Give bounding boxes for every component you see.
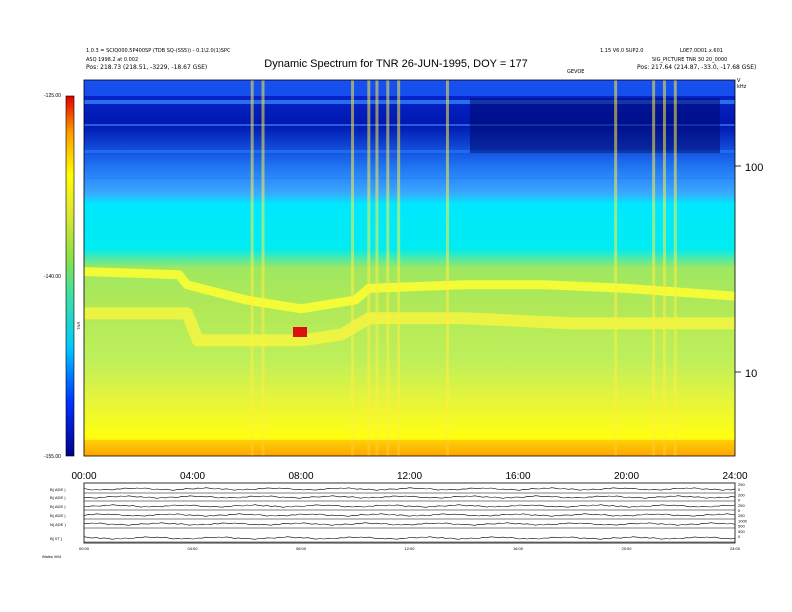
x-tick-label-0: 00:00 bbox=[71, 471, 96, 482]
header-left-line2: ASQ 1998.2 at 0.002 bbox=[86, 57, 139, 63]
header-center-small: GEVOE bbox=[567, 69, 585, 75]
right-tick-label-10: 10 bbox=[745, 368, 757, 380]
emission-bands bbox=[83, 267, 736, 347]
right-tick-label-100: 100 bbox=[745, 162, 763, 174]
colorbar-label: TNR bbox=[76, 322, 81, 330]
panel-right-label-5: 0 bbox=[738, 508, 741, 513]
panel-left-label-2: B( ADE ) bbox=[50, 504, 66, 509]
horizontal-stripe-3 bbox=[84, 150, 735, 153]
header-right-line3: SIG_PICTURE TNR 30 20_0000 bbox=[652, 57, 728, 63]
line-panels: B( ADE ) B( ADE ) B( ADE ) B( ADE ) N( ADE )… bbox=[50, 482, 748, 551]
burst-6 bbox=[397, 80, 401, 456]
colorbar-tick-mid: -140.00 bbox=[44, 274, 61, 280]
bottom-axis-label-6: 24:00 bbox=[730, 546, 741, 551]
header-corner-small: V kHz bbox=[737, 78, 747, 90]
x-tick-label-3: 12:00 bbox=[397, 471, 422, 482]
panel-right-label-1: 0 bbox=[738, 487, 741, 492]
panel-trace-5 bbox=[83, 536, 736, 540]
burst-11 bbox=[673, 80, 677, 456]
panel-right-label-0: 250 bbox=[738, 482, 745, 487]
burst-4 bbox=[375, 80, 379, 456]
bottom-axis-label-2: 08:00 bbox=[296, 546, 307, 551]
x-axis-labels: 00:00 04:00 08:00 12:00 16:00 20:00 24:00 bbox=[71, 471, 747, 482]
burst-7 bbox=[445, 80, 449, 456]
header-right-line2: L0E7.0D01.x.601 bbox=[680, 48, 723, 54]
bottom-axis-label-1: 04:00 bbox=[187, 546, 198, 551]
burst-2 bbox=[351, 80, 355, 456]
bottom-axis-label-0: 00:00 bbox=[79, 546, 90, 551]
panel-left-label-4: N( ADE ) bbox=[50, 522, 66, 527]
panel-left-label-0: B( ADE ) bbox=[50, 487, 66, 492]
panel-trace-2 bbox=[83, 504, 736, 508]
burst-8 bbox=[614, 80, 618, 456]
colorbar bbox=[65, 95, 75, 457]
top-band bbox=[84, 80, 735, 96]
horizontal-stripe-1 bbox=[84, 100, 735, 104]
burst-0 bbox=[250, 80, 254, 456]
panel-right-label-7: 1000 bbox=[738, 518, 748, 523]
dark-region bbox=[470, 98, 720, 153]
panel-right-label-2: 200 bbox=[738, 492, 745, 497]
x-tick-label-4: 16:00 bbox=[505, 471, 530, 482]
burst-5 bbox=[386, 80, 390, 456]
bottom-axis-label-4: 16:00 bbox=[513, 546, 524, 551]
bottom-axis-label-5: 20:00 bbox=[621, 546, 632, 551]
footer-label: Wales W/4 bbox=[42, 554, 62, 559]
panel-right-label-8: 500 bbox=[738, 524, 745, 529]
burst-1 bbox=[261, 80, 265, 456]
spectrogram-frame bbox=[83, 79, 736, 457]
panel-right-label-4: 250 bbox=[738, 503, 745, 508]
red-spot bbox=[293, 327, 307, 337]
panel-trace-1 bbox=[83, 495, 736, 499]
line-panels-frame bbox=[83, 482, 736, 544]
header-left-line1: 1.0.3 = SCIQ000.5P400SP (TDB SQ-(SS5)) -… bbox=[86, 48, 231, 54]
header-left-line3: Pos: 218.73 (218.51, -3229, -18.67 GSE) bbox=[86, 64, 208, 71]
horizontal-stripe-4 bbox=[84, 177, 735, 179]
low-frequency-band bbox=[84, 440, 735, 456]
panel-right-label-3: 0 bbox=[738, 498, 741, 503]
chart-title: Dynamic Spectrum for TNR 26-JUN-1995, DO… bbox=[264, 58, 528, 70]
band-0 bbox=[83, 267, 736, 314]
colorbar-tick-top: -125.00 bbox=[44, 93, 61, 99]
x-tick-label-6: 24:00 bbox=[722, 471, 747, 482]
panel-trace-0 bbox=[83, 487, 736, 491]
burst-10 bbox=[662, 80, 666, 456]
panel-right-label-9: 500 bbox=[738, 529, 745, 534]
panel-left-label-1: B( ADE ) bbox=[50, 495, 66, 500]
bursts bbox=[250, 80, 677, 456]
band-1 bbox=[84, 307, 735, 347]
colorbar-tick-bottom: -155.00 bbox=[44, 454, 61, 460]
panel-left-label-3: B( ADE ) bbox=[50, 513, 66, 518]
horizontal-stripe-2 bbox=[84, 124, 735, 126]
panel-trace-3 bbox=[83, 513, 736, 517]
spectrogram bbox=[83, 80, 736, 456]
panel-trace-4 bbox=[83, 522, 736, 526]
x-tick-label-1: 04:00 bbox=[180, 471, 205, 482]
burst-3 bbox=[367, 80, 371, 456]
bottom-axis-labels: 00:00 04:00 08:00 12:00 16:00 20:00 24:00 bbox=[79, 546, 741, 551]
panel-right-label-10: 0 bbox=[738, 534, 741, 539]
burst-9 bbox=[652, 80, 656, 456]
panel-left-label-5: B[ 0T ] bbox=[50, 536, 62, 541]
x-tick-label-2: 08:00 bbox=[288, 471, 313, 482]
panel-labels-left: B( ADE ) B( ADE ) B( ADE ) B( ADE ) N( ADE )… bbox=[50, 487, 66, 541]
header-right-line1: 1.15 V6.0 SUP2.0 bbox=[600, 48, 644, 54]
bottom-axis-label-3: 12:00 bbox=[404, 546, 415, 551]
panel-right-label-6: 250 bbox=[738, 513, 745, 518]
panel-traces bbox=[83, 487, 736, 543]
x-tick-label-5: 20:00 bbox=[614, 471, 639, 482]
header-right-line4: Pos: 217.64 (214.87, -33.0, -17.68 GSE) bbox=[637, 64, 757, 71]
